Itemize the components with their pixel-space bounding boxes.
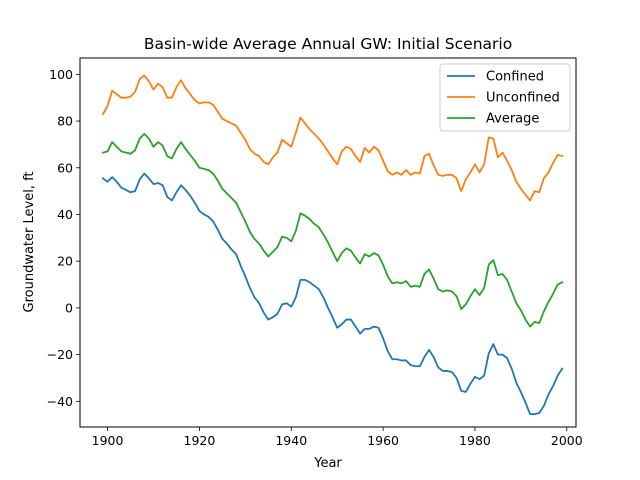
y-tick-label-0: 0 <box>65 300 73 315</box>
legend-label-unconfined: Unconfined <box>486 91 560 106</box>
y-tick-label-100: 100 <box>49 67 73 82</box>
series-line-average <box>101 132 564 328</box>
series-layer <box>101 74 564 416</box>
legend-label-confined: Confined <box>486 70 544 85</box>
legend-box <box>439 63 571 132</box>
legend: Confined Unconfined Average <box>439 63 571 132</box>
x-tick-label-1960: 1960 <box>367 433 399 448</box>
x-tick-label-1920: 1920 <box>184 433 216 448</box>
y-tick-label-60: 60 <box>57 160 73 175</box>
series-line-confined <box>101 172 564 416</box>
x-tick-label-1940: 1940 <box>275 433 307 448</box>
y-axis: −40 −20 0 20 40 60 80 100 <box>47 67 80 409</box>
y-tick-label-80: 80 <box>57 114 73 129</box>
x-tick-label-1980: 1980 <box>459 433 491 448</box>
x-axis: 1900 1920 1940 1960 1980 2000 <box>92 427 583 448</box>
y-tick-label-40: 40 <box>57 207 73 222</box>
y-axis-label: Groundwater Level, ft <box>22 171 37 312</box>
series-line-unconfined <box>101 74 564 202</box>
y-tick-label--40: −40 <box>47 394 73 409</box>
chart-title: Basin-wide Average Annual GW: Initial Sc… <box>144 35 512 53</box>
x-tick-label-2000: 2000 <box>551 433 583 448</box>
plot-frame <box>79 57 577 428</box>
y-tick-label-20: 20 <box>57 254 73 269</box>
y-tick-label--20: −20 <box>47 347 73 362</box>
x-axis-label: Year <box>313 456 342 471</box>
legend-label-average: Average <box>486 112 539 127</box>
x-tick-label-1900: 1900 <box>92 433 124 448</box>
